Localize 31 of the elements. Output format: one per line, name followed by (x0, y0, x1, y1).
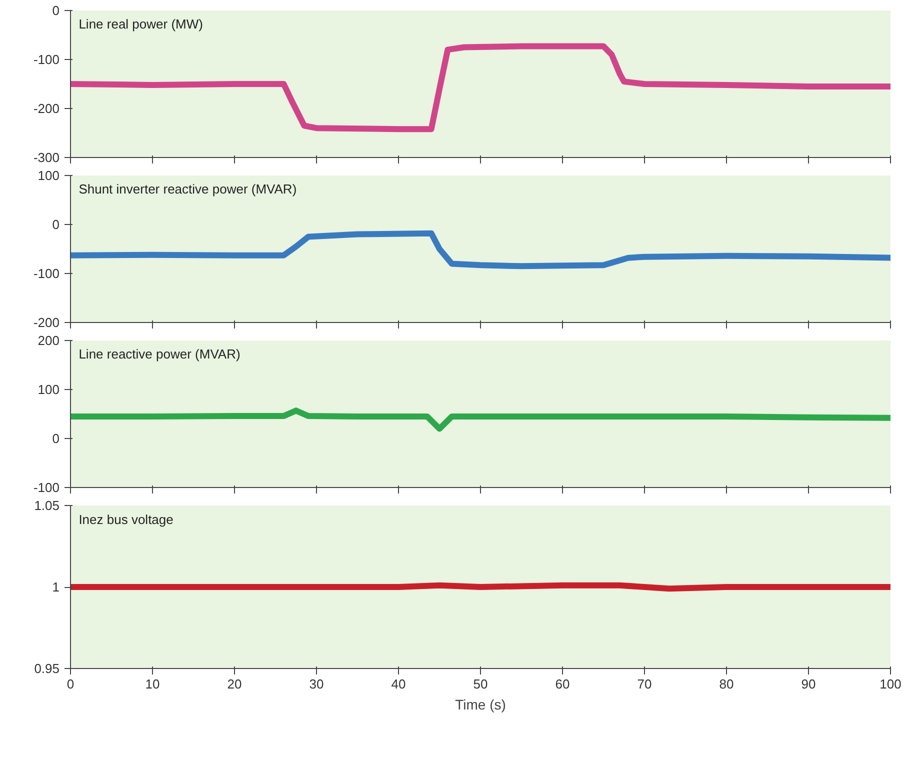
y-tick-label: -100 (33, 52, 60, 67)
y-tick-label: -100 (33, 480, 60, 495)
y-tick-label: 0 (52, 3, 60, 18)
y-tick-label: 100 (38, 168, 60, 183)
y-tick-label: -300 (33, 150, 60, 165)
y-tick-label: 0 (52, 431, 60, 446)
x-tick-label: 10 (145, 676, 160, 692)
x-tick-label: 80 (719, 676, 734, 692)
y-tick-label: -200 (33, 101, 60, 116)
x-tick-label: 50 (473, 676, 488, 692)
x-tick-label: 20 (227, 676, 242, 692)
y-tick-label: -200 (33, 315, 60, 330)
x-tick-label: 30 (309, 676, 324, 692)
y-tick-label: 0 (52, 217, 60, 232)
x-tick-label: 40 (391, 676, 406, 692)
text: Line reactive power (MVAR) (78, 346, 240, 362)
y-tick-label: 200 (38, 333, 60, 348)
y-tick-label: -100 (33, 266, 60, 281)
x-tick-label: 100 (880, 676, 902, 692)
y-tick-label: 1.05 (34, 498, 60, 513)
x-tick-label: 70 (637, 676, 652, 692)
x-axis-title: Time (s) (455, 696, 506, 712)
y-tick-label: 0.95 (34, 661, 60, 676)
text: Line real power (MW) (78, 16, 203, 32)
y-tick-label: 100 (38, 382, 60, 397)
x-tick-label: 90 (801, 676, 816, 692)
text: Inez bus voltage (78, 512, 174, 528)
text: Shunt inverter reactive power (MVAR) (78, 181, 297, 196)
x-tick-label: 0 (66, 676, 74, 692)
y-tick-label: 1 (52, 580, 60, 594)
x-tick-label: 60 (555, 676, 570, 692)
